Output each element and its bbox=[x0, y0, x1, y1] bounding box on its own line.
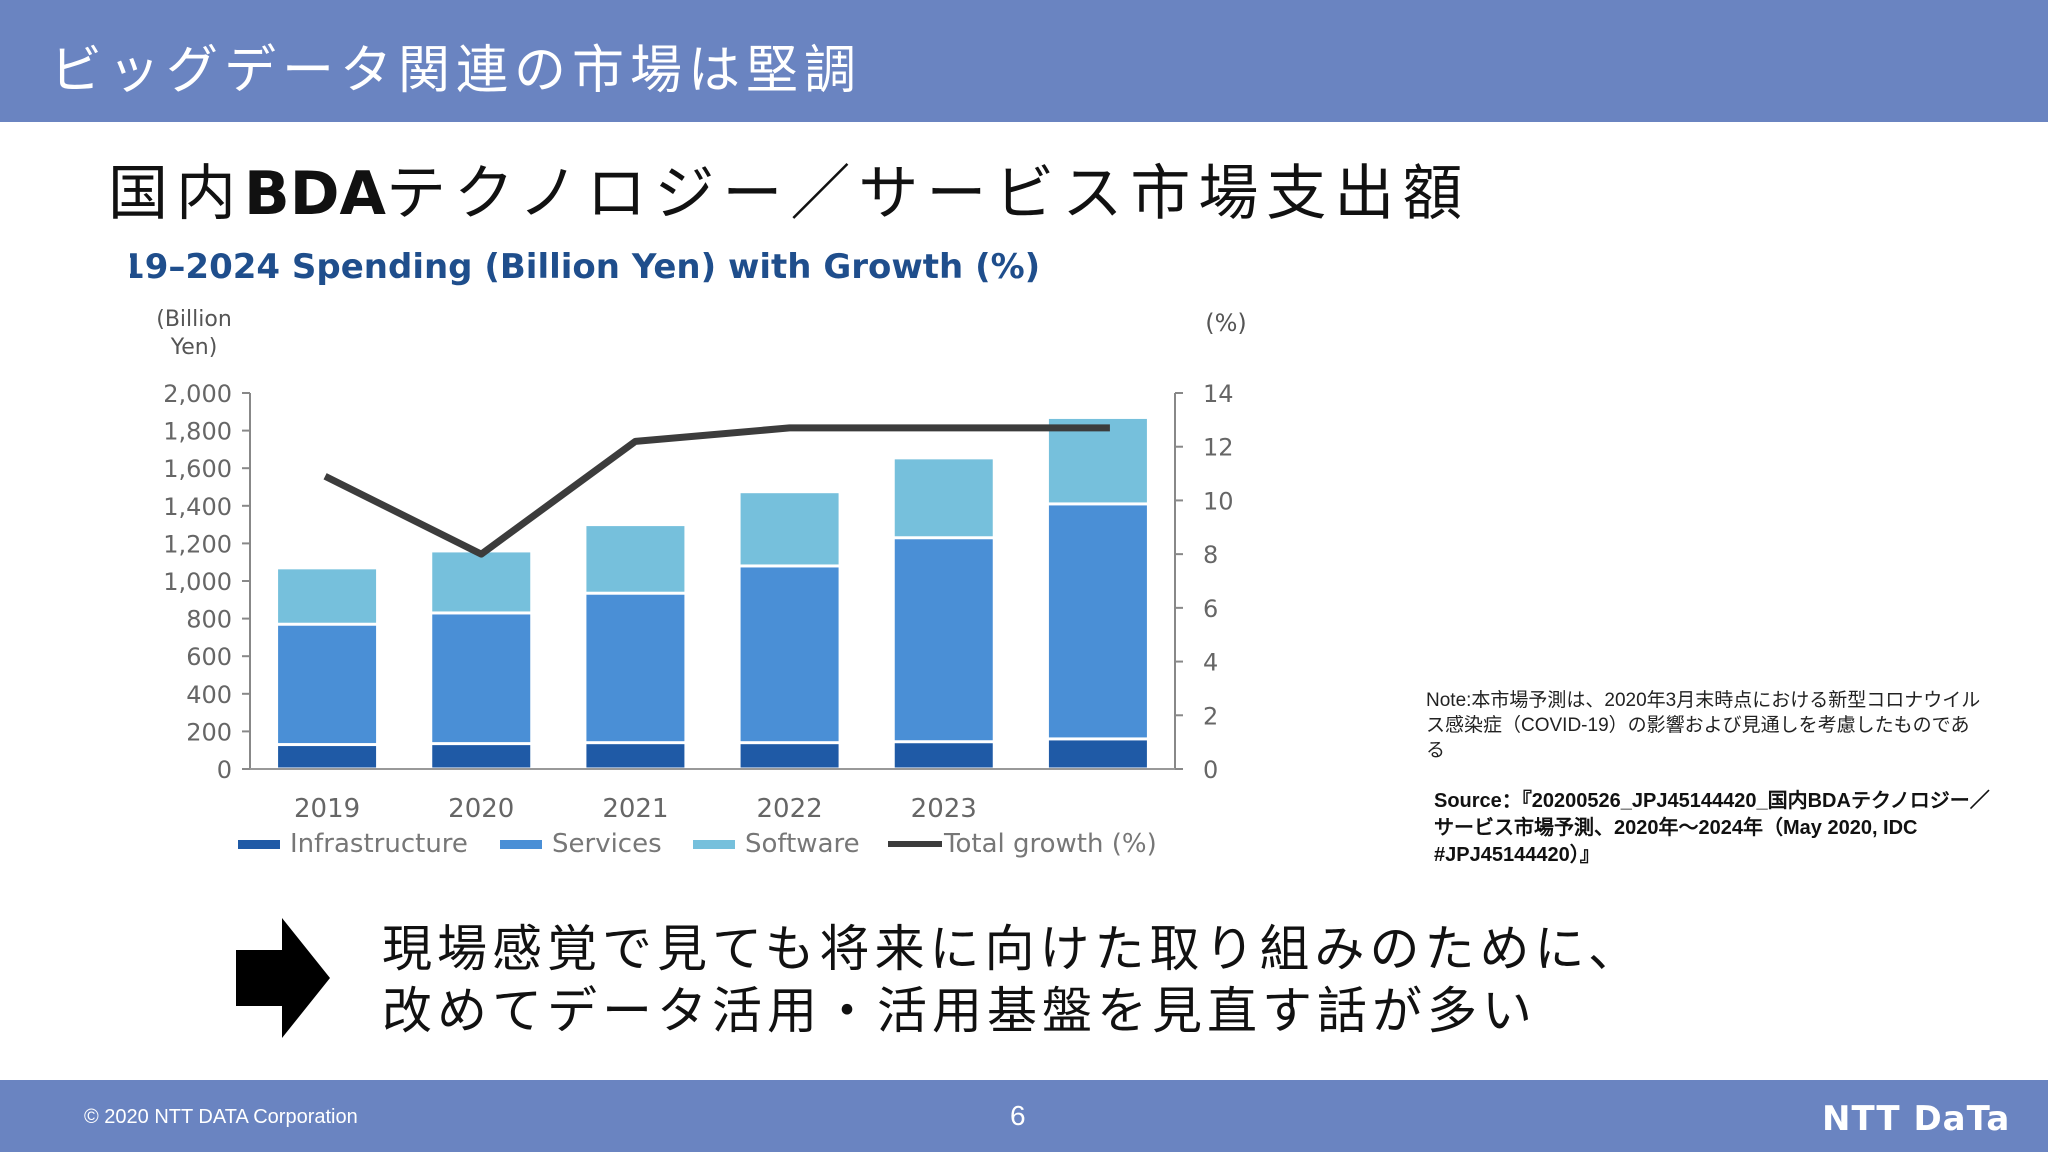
bar-services-2022 bbox=[740, 567, 839, 742]
bar-infrastructure-2021 bbox=[586, 744, 685, 768]
x-tick-label: 2023 bbox=[911, 794, 977, 824]
header-bar bbox=[0, 0, 2048, 122]
x-tick-label: 2019 bbox=[294, 794, 360, 824]
bar-services-2020 bbox=[432, 614, 531, 743]
conclusion-line-1: 現場感覚で見ても将来に向けた取り組みのために、 bbox=[382, 920, 1643, 978]
y2-tick-label: 4 bbox=[1203, 649, 1218, 677]
x-tick-label: 2022 bbox=[756, 794, 822, 824]
bar-software-2022 bbox=[740, 493, 839, 565]
bar-software-2023 bbox=[894, 459, 993, 537]
copyright: © 2020 NTT DATA Corporation bbox=[84, 1106, 358, 1128]
source-citation: Source：『20200526_JPJ45144420_国内BDAテクノロジー… bbox=[1434, 788, 1994, 869]
footer-bar bbox=[0, 1080, 2048, 1152]
legend-label: Software bbox=[745, 829, 860, 859]
y-tick-label: 0 bbox=[217, 756, 232, 784]
chart-title: 2019–2024 Spending (Billion Yen) with Gr… bbox=[130, 247, 1040, 287]
y-tick-label: 1,600 bbox=[163, 455, 232, 483]
bar-infrastructure-2022 bbox=[740, 744, 839, 768]
y-tick-label: 1,200 bbox=[163, 530, 232, 558]
y2-tick-label: 10 bbox=[1203, 487, 1234, 515]
y-tick-label: 800 bbox=[186, 606, 232, 634]
y-tick-label: 1,400 bbox=[163, 493, 232, 521]
legend-label: Infrastructure bbox=[290, 829, 468, 859]
y2-axis-label: (%) bbox=[1205, 309, 1247, 337]
bar-services-2023 bbox=[894, 539, 993, 741]
y-tick-label: 1,000 bbox=[163, 568, 232, 596]
bar-infrastructure-2019 bbox=[278, 746, 377, 768]
bar-infrastructure-last bbox=[1048, 740, 1147, 768]
bar-services-last bbox=[1048, 505, 1147, 738]
y2-tick-label: 2 bbox=[1203, 702, 1218, 730]
legend-swatch-services bbox=[500, 840, 542, 849]
conclusion-text: 現場感覚で見ても将来に向けた取り組みのために、 改めてデータ活用・活用基盤を見直… bbox=[382, 918, 1643, 1042]
ntt-data-logo: NTT DaTa bbox=[1822, 1099, 2011, 1139]
y-axis-label-line-1: (Billion bbox=[156, 307, 232, 332]
y2-tick-label: 6 bbox=[1203, 595, 1218, 623]
x-tick-label: 2021 bbox=[602, 794, 668, 824]
bar-infrastructure-2020 bbox=[432, 745, 531, 768]
conclusion-line-2: 改めてデータ活用・活用基盤を見直す話が多い bbox=[382, 982, 1537, 1040]
y2-tick-label: 14 bbox=[1203, 380, 1234, 408]
y-tick-label: 200 bbox=[186, 718, 232, 746]
y-tick-label: 400 bbox=[186, 681, 232, 709]
growth-line bbox=[323, 424, 1110, 558]
bar-software-2019 bbox=[278, 569, 377, 623]
chart-subtitle: 国内BDAテクノロジー／サービス市場支出額 bbox=[108, 145, 1470, 232]
bar-services-2021 bbox=[586, 594, 685, 742]
y-tick-label: 1,800 bbox=[163, 418, 232, 446]
bar-software-last bbox=[1048, 418, 1147, 503]
y-tick-label: 600 bbox=[186, 643, 232, 671]
bar-services-2019 bbox=[278, 625, 377, 744]
right-arrow-icon bbox=[236, 918, 330, 1038]
legend-swatch-infrastructure bbox=[238, 840, 280, 849]
legend-label: Services bbox=[552, 829, 662, 859]
page-number: 6 bbox=[1010, 1100, 1026, 1131]
source-text: 『20200526_JPJ45144420_国内BDAテクノロジー／サービス市場… bbox=[1434, 790, 1990, 866]
slide-title: ビッグデータ関連の市場は堅調 bbox=[50, 41, 863, 101]
legend-swatch-software bbox=[693, 840, 735, 849]
bar-infrastructure-2023 bbox=[894, 743, 993, 768]
legend-label: Total growth (%) bbox=[943, 829, 1157, 859]
y-axis-label-line-2: Yen) bbox=[170, 335, 218, 360]
source-label: Source： bbox=[1434, 790, 1522, 812]
y2-tick-label: 12 bbox=[1203, 434, 1234, 462]
y2-tick-label: 0 bbox=[1203, 756, 1218, 784]
bar-software-2021 bbox=[586, 526, 685, 592]
bar-software-2020 bbox=[432, 552, 531, 612]
subtitle-suffix: テクノロジー／サービス市場支出額 bbox=[385, 159, 1471, 229]
x-tick-label: 2020 bbox=[448, 794, 514, 824]
market-note: Note:本市場予測は、2020年3月末時点における新型コロナウイルス感染症（C… bbox=[1426, 690, 1981, 761]
subtitle-bold: BDA bbox=[244, 159, 386, 229]
y-tick-label: 2,000 bbox=[163, 380, 232, 408]
subtitle-prefix: 国内 bbox=[108, 159, 244, 229]
y2-tick-label: 8 bbox=[1203, 541, 1218, 569]
spending-chart: 2019–2024 Spending (Billion Yen) with Gr… bbox=[130, 247, 1247, 859]
